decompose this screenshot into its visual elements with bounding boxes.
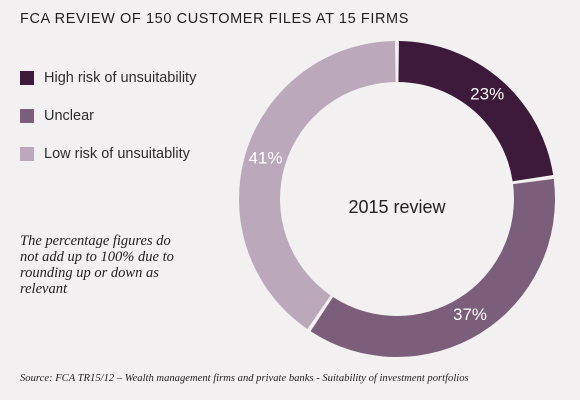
legend-item-unclear: Unclear <box>20 106 196 126</box>
legend-item-low-risk: Low risk of unsuitablity <box>20 144 196 164</box>
donut-center-label: 2015 review <box>348 197 446 217</box>
rounding-note: The percentage figures do not add up to … <box>20 233 174 297</box>
donut-slice-label-0: 23% <box>470 85 504 104</box>
donut-slice-0 <box>398 41 554 182</box>
donut-slices <box>238 41 556 357</box>
source-note: Source: FCA TR15/12 – Wealth management … <box>20 373 469 384</box>
legend: High risk of unsuitability Unclear Low r… <box>20 68 196 182</box>
donut-slice-2 <box>238 41 396 330</box>
donut-slice-label-2: 41% <box>248 148 282 167</box>
legend-swatch-low-risk <box>20 147 34 161</box>
legend-label-low-risk: Low risk of unsuitablity <box>44 146 190 162</box>
donut-labels: 23% 37% 41% <box>248 85 504 324</box>
legend-swatch-unclear <box>20 109 34 123</box>
legend-label-high-risk: High risk of unsuitability <box>44 70 197 86</box>
legend-item-high-risk: High risk of unsuitability <box>20 68 196 88</box>
donut-slice-label-1: 37% <box>453 305 487 324</box>
legend-label-unclear: Unclear <box>44 108 94 124</box>
legend-swatch-high-risk <box>20 71 34 85</box>
donut-slice-1 <box>310 178 556 357</box>
chart-title: FCA REVIEW OF 150 CUSTOMER FILES AT 15 F… <box>20 11 409 27</box>
